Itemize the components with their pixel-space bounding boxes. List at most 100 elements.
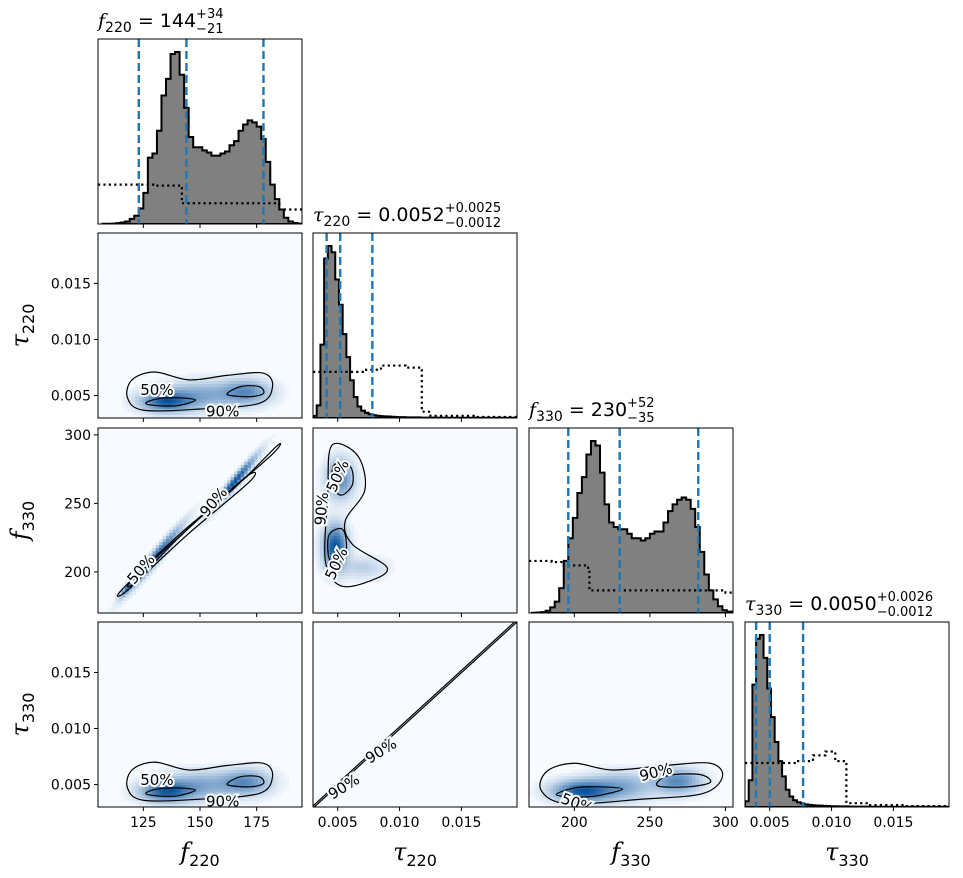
- density-cell: [261, 377, 266, 382]
- density-cell: [254, 381, 259, 385]
- density-cell: [333, 535, 338, 540]
- density-cell: [152, 399, 157, 404]
- density-cell: [268, 766, 272, 771]
- density-cell: [121, 594, 126, 599]
- density-cell: [610, 776, 615, 780]
- density-cell: [155, 770, 160, 774]
- contour-90pct: [324, 442, 389, 588]
- density-cell: [118, 588, 123, 593]
- density-cell: [285, 390, 289, 394]
- density-cell: [644, 776, 649, 780]
- density-cell: [159, 779, 164, 783]
- density-cell: [274, 788, 279, 793]
- density-cell: [227, 387, 232, 391]
- density-cell: [118, 591, 123, 596]
- density-cell: [644, 770, 649, 774]
- density-cell: [268, 399, 272, 404]
- density-cell: [186, 788, 191, 793]
- density-cell: [155, 800, 160, 805]
- density-cell: [121, 600, 126, 605]
- density-cell: [668, 788, 673, 793]
- density-cell: [132, 782, 136, 787]
- density-cell: [169, 529, 174, 534]
- density-cell: [183, 779, 187, 783]
- density-cell: [176, 393, 181, 398]
- density-cell: [617, 794, 622, 799]
- density-cell: [336, 560, 341, 565]
- posterior-histogram: [531, 439, 733, 613]
- density-cell: [172, 773, 177, 777]
- density-cell: [353, 458, 358, 463]
- density-cell: [620, 791, 625, 796]
- density-cell: [251, 396, 255, 401]
- density-cell: [244, 381, 249, 385]
- density-cell: [169, 399, 174, 404]
- density-cell: [350, 465, 355, 469]
- density-cell: [381, 569, 385, 574]
- density-cell: [343, 502, 348, 506]
- density-cell: [705, 779, 710, 783]
- density-cell: [675, 800, 680, 805]
- density-cell: [323, 517, 328, 522]
- density-cell: [210, 763, 215, 768]
- density-cell: [644, 766, 649, 771]
- density-cell: [695, 785, 700, 790]
- density-cell: [196, 408, 201, 413]
- density-cell: [152, 797, 157, 802]
- density-cell: [661, 776, 666, 780]
- density-cell: [206, 782, 211, 787]
- density-cell: [206, 511, 211, 515]
- prior-line: [529, 559, 733, 594]
- density-cell: [179, 776, 184, 780]
- density-cell: [546, 794, 550, 799]
- density-cell: [569, 773, 574, 777]
- density-cell: [217, 489, 221, 494]
- density-cell: [135, 779, 140, 783]
- density-cell: [179, 393, 184, 398]
- density-cell: [576, 800, 581, 805]
- density-cell: [319, 465, 324, 469]
- density-cell: [678, 791, 683, 796]
- density-cell: [220, 779, 225, 783]
- density-cell: [125, 794, 130, 799]
- density-cell: [313, 542, 317, 546]
- x-tick-label: 0.015: [441, 815, 481, 831]
- density-cell: [166, 529, 170, 534]
- density-cell: [281, 399, 286, 404]
- density-cell: [251, 374, 255, 379]
- density-cell: [223, 381, 228, 385]
- density-cell: [323, 576, 328, 580]
- density-cell: [200, 371, 204, 376]
- density-cell: [193, 785, 198, 790]
- density-cell: [333, 498, 338, 503]
- density-cell: [108, 609, 113, 613]
- density-cell: [688, 788, 693, 793]
- density-cell: [353, 468, 358, 472]
- y-tick-label: 0.015: [51, 276, 91, 292]
- density-cell: [251, 381, 255, 385]
- density-cell: [244, 374, 249, 379]
- density-cell: [206, 763, 211, 768]
- density-cell: [264, 384, 269, 388]
- density-cell: [210, 371, 215, 376]
- density-cell: [220, 505, 225, 509]
- density-cell: [682, 779, 686, 783]
- density-cell: [340, 486, 345, 491]
- density-cell: [319, 572, 324, 577]
- density-cell: [200, 763, 204, 768]
- density-cell: [559, 773, 564, 777]
- y-tick-label: 0.005: [51, 389, 91, 405]
- density-cell: [336, 529, 341, 534]
- density-cell: [271, 434, 276, 438]
- density-cell: [692, 779, 697, 783]
- density-cell: [271, 788, 276, 793]
- axis-subscript: 220: [406, 851, 437, 870]
- density-cell: [135, 390, 140, 394]
- density-cell: [213, 414, 218, 418]
- density-cell: [152, 390, 157, 394]
- density-cell: [203, 794, 208, 799]
- density-cell: [631, 773, 635, 777]
- density-cell: [323, 486, 328, 491]
- density-cell: [610, 791, 615, 796]
- density-cell: [125, 791, 130, 796]
